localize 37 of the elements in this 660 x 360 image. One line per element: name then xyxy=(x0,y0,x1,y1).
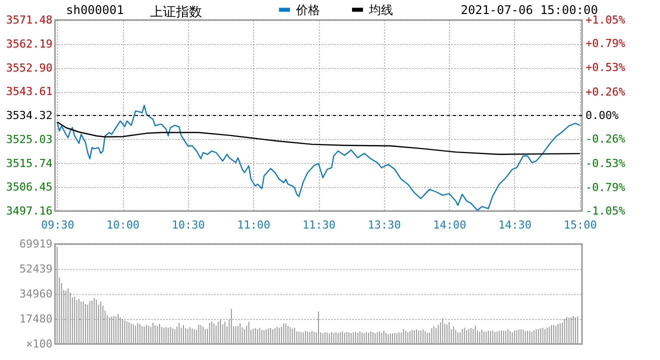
y2-tick-label: +0.53% xyxy=(586,60,626,74)
y2-tick-label: 0.00% xyxy=(586,109,619,122)
x-tick-label: 14:30 xyxy=(498,218,532,232)
legend-label: 均线 xyxy=(368,2,393,17)
y-tick-label: 69919 xyxy=(19,238,52,250)
text: sh000001 xyxy=(66,3,124,17)
x-tick-label: 11:30 xyxy=(302,218,336,232)
y-tick-label: 3525.03 xyxy=(6,132,52,146)
y-tick-label: 3515.74 xyxy=(6,156,53,170)
y-tick-label: 52439 xyxy=(19,262,52,276)
y2-tick-label: -0.53% xyxy=(586,157,626,170)
x-tick-label: 15:00 xyxy=(564,218,597,232)
x-tick-label: 10:00 xyxy=(106,218,140,232)
y2-tick-label: -0.79% xyxy=(586,180,626,194)
y-tick-label: 3543.61 xyxy=(6,85,52,98)
x-tick-label: 13:30 xyxy=(368,218,401,232)
y2-tick-label: -1.05% xyxy=(586,204,626,218)
y2-tick-label: +0.26% xyxy=(586,85,626,98)
y-tick-label: 3571.48 xyxy=(6,14,52,26)
y-tick-label: 3552.90 xyxy=(6,61,52,74)
x-tick-label: 14:00 xyxy=(433,218,466,232)
x-tick-label: 10:30 xyxy=(172,218,205,232)
line-series xyxy=(56,104,580,211)
y2-tick-label: -0.26% xyxy=(586,132,626,146)
y-axis-title: ×100 xyxy=(26,338,52,350)
x-tick-label: 11:00 xyxy=(237,218,270,232)
y-tick-label: 3562.19 xyxy=(6,37,52,50)
y-tick-label: 3506.45 xyxy=(6,180,52,194)
y2-tick-label: +0.79% xyxy=(586,37,626,50)
y-tick-label: 34960 xyxy=(19,288,52,300)
x-tick-label: 09:30 xyxy=(41,218,74,232)
legend-label: 价格 xyxy=(295,2,320,17)
y-tick-label: 3534.32 xyxy=(6,109,52,122)
y-tick-label: 3497.16 xyxy=(6,204,52,218)
chart-title: 上证指数 xyxy=(150,4,202,21)
y-tick-label: 17480 xyxy=(19,312,52,326)
line-series xyxy=(56,121,580,155)
